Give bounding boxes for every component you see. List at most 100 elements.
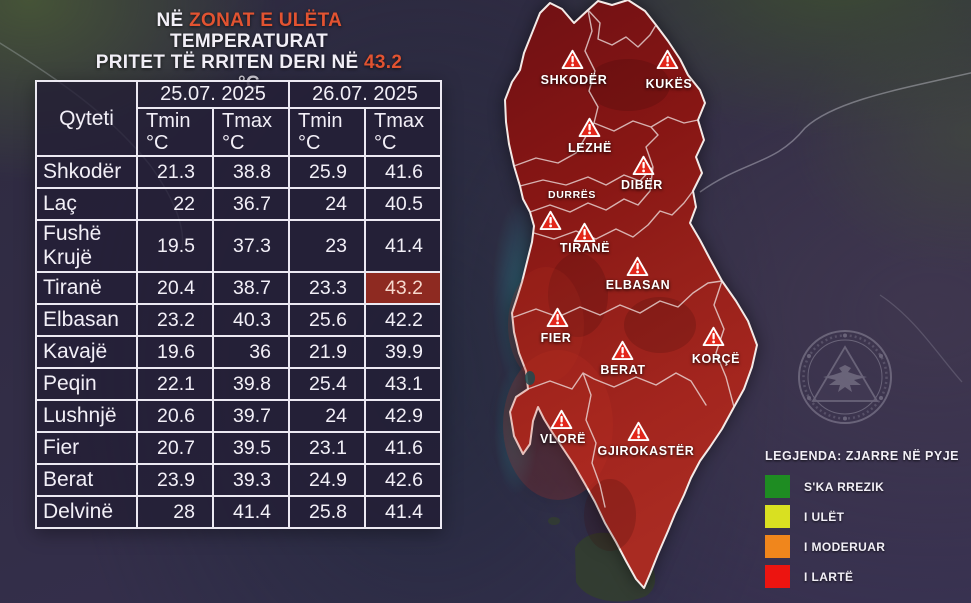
temp-value: 20.6	[136, 399, 214, 433]
legend-color-swatch	[765, 505, 790, 528]
city-name: Kavajë	[35, 335, 138, 369]
column-header-date-2: 26.07. 2025	[288, 80, 442, 109]
temp-value: 25.4	[288, 367, 366, 401]
temp-value: 28	[136, 495, 214, 529]
temperature-table: Qyteti 25.07. 2025 26.07. 2025 Tmin °C Tm…	[35, 80, 442, 529]
city-name: Peqin	[35, 367, 138, 401]
table-subheader-row: Tmin °C Tmax °C Tmin °C Tmax °C	[36, 107, 442, 157]
temp-value-highlighted: 43.2	[364, 271, 442, 305]
legend-label: I MODERUAR	[804, 539, 886, 554]
temp-value: 38.8	[212, 155, 290, 189]
column-header-tmax: Tmax °C	[364, 107, 442, 157]
temp-value: 21.9	[288, 335, 366, 369]
temp-value: 41.4	[212, 495, 290, 529]
region-marker-diber: DIBËR	[621, 155, 663, 192]
fire-risk-legend: LEGJENDA: ZJARRE NË PYJE S'KA RREZIK I U…	[765, 449, 959, 595]
triangle-symbol	[811, 345, 879, 402]
legend-item-high: I LARTË	[765, 565, 959, 588]
region-label: LEZHË	[568, 140, 612, 155]
terrain-texture	[503, 59, 696, 551]
headline-line1: NË ZONAT E ULËTA TEMPERATURAT	[156, 10, 342, 52]
city-name: Fushë Krujë	[35, 219, 138, 273]
region-label: SHKODËR	[541, 72, 608, 87]
legend-label: I ULËT	[804, 509, 845, 524]
legend-label: I LARTË	[804, 569, 854, 584]
temp-value: 19.5	[136, 219, 214, 273]
temp-value: 20.7	[136, 431, 214, 465]
table-row: Tiranë 20.4 38.7 23.3 43.2	[35, 271, 442, 305]
column-header-tmin: Tmin °C	[136, 107, 214, 157]
table-row: Kavajë 19.6 36 21.9 39.9	[35, 335, 442, 369]
temp-value: 41.4	[364, 495, 442, 529]
albania-outline	[504, 0, 758, 589]
temp-value: 24.9	[288, 463, 366, 497]
region-marker-shkoder: SHKODËR	[541, 49, 608, 87]
city-name: Fier	[35, 431, 138, 465]
temp-value: 42.6	[364, 463, 442, 497]
country-border-line	[699, 72, 971, 193]
civil-protection-emblem	[798, 330, 892, 424]
temp-value: 23	[288, 219, 366, 273]
legend-color-swatch	[765, 475, 790, 498]
temp-value: 39.7	[212, 399, 290, 433]
region-marker-berat: BERAT	[600, 340, 645, 377]
temp-value: 22.1	[136, 367, 214, 401]
temp-value: 37.3	[212, 219, 290, 273]
temp-value: 36	[212, 335, 290, 369]
region-label: DURRËS	[548, 188, 596, 201]
table-date-header-row: Qyteti 25.07. 2025 26.07. 2025	[35, 80, 442, 157]
temp-value: 23.9	[136, 463, 214, 497]
temp-value: 42.2	[364, 303, 442, 337]
temp-value: 41.6	[364, 431, 442, 465]
headline: NË ZONAT E ULËTA TEMPERATURAT PRITET TË …	[88, 10, 410, 94]
table-row: Shkodër 21.3 38.8 25.9 41.6	[35, 155, 442, 189]
temp-value: 25.9	[288, 155, 366, 189]
islet	[548, 517, 560, 525]
region-marker-tirane: TIRANË	[560, 222, 610, 255]
region-marker-kukes: KUKËS	[646, 49, 693, 91]
albania-map: SHKODËR KUKËS LEZHË DIBËR DURRËS TIRANË …	[503, 0, 758, 589]
region-label: TIRANË	[560, 240, 610, 255]
table-row: Berat 23.9 39.3 24.9 42.6	[35, 463, 442, 497]
temp-value: 24	[288, 399, 366, 433]
region-label: VLORË	[540, 431, 586, 446]
region-marker-fier: FIER	[541, 307, 571, 345]
column-header-city: Qyteti	[35, 80, 138, 157]
headline-line2: PRITET TË RRITEN DERI NË 43.2 °C	[95, 52, 403, 94]
region-label: DIBËR	[621, 177, 663, 192]
temp-value: 25.8	[288, 495, 366, 529]
region-marker-gjirokaster: GJIROKASTËR	[598, 421, 694, 458]
column-header-tmin: Tmin °C	[288, 107, 366, 157]
table-row: Fier 20.7 39.5 23.1 41.6	[35, 431, 442, 465]
table-row: Fushë Krujë 19.5 37.3 23 41.4	[35, 219, 442, 273]
temp-value: 22	[136, 187, 214, 221]
temp-value: 40.5	[364, 187, 442, 221]
country-border-line	[879, 294, 963, 383]
region-marker-elbasan: ELBASAN	[606, 256, 671, 292]
city-name: Delvinë	[35, 495, 138, 529]
legend-title: LEGJENDA: ZJARRE NË PYJE	[765, 449, 959, 463]
region-label: KUKËS	[646, 76, 693, 91]
temp-value: 23.3	[288, 271, 366, 305]
temp-value: 24	[288, 187, 366, 221]
temp-value: 40.3	[212, 303, 290, 337]
temp-value: 39.3	[212, 463, 290, 497]
city-name: Tiranë	[35, 271, 138, 305]
temp-value: 20.4	[136, 271, 214, 305]
region-marker-lezhe: LEZHË	[568, 117, 612, 155]
emblem-ring-dots	[807, 333, 883, 421]
temp-value: 38.7	[212, 271, 290, 305]
region-marker-korce: KORÇË	[692, 326, 739, 366]
legend-item-no-risk: S'KA RREZIK	[765, 475, 959, 498]
temp-value: 41.4	[364, 219, 442, 273]
table-row: Laç 22 36.7 24 40.5	[35, 187, 442, 221]
table-row: Peqin 22.1 39.8 25.4 43.1	[35, 367, 442, 401]
double-headed-eagle-icon	[823, 365, 867, 392]
region-marker-durres: DURRËS	[539, 188, 596, 231]
temp-value: 21.3	[136, 155, 214, 189]
city-name: Lushnjë	[35, 399, 138, 433]
temp-value: 25.6	[288, 303, 366, 337]
region-label: ELBASAN	[606, 278, 671, 292]
table-row: Delvinë 28 41.4 25.8 41.4	[35, 495, 442, 529]
city-name: Berat	[35, 463, 138, 497]
